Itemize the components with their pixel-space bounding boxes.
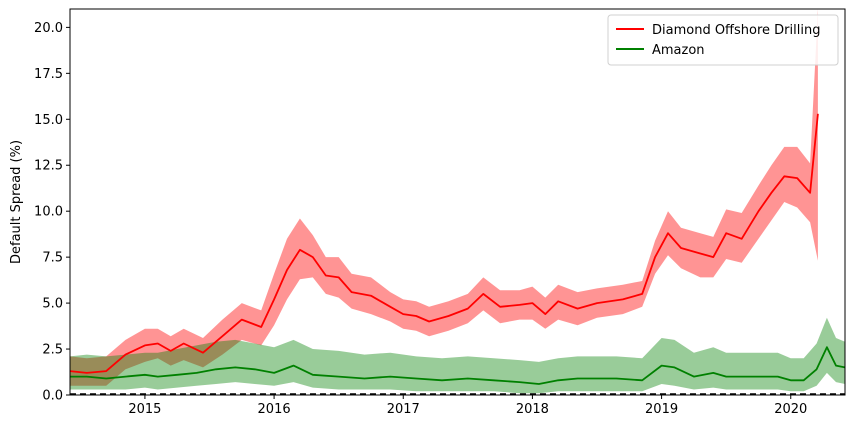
legend-label-diamond-offshore-drilling: Diamond Offshore Drilling bbox=[652, 23, 820, 38]
y-tick-label-8: 20.0 bbox=[34, 21, 63, 36]
y-tick-label-5: 12.5 bbox=[34, 159, 63, 174]
legend-box bbox=[607, 14, 839, 66]
x-tick-label-2019: 2019 bbox=[645, 402, 678, 417]
legend-label-amazon: Amazon bbox=[652, 43, 705, 58]
y-tick-label-7: 17.5 bbox=[34, 67, 63, 82]
y-tick-label-2: 5.0 bbox=[42, 297, 63, 312]
x-tick-label-2017: 2017 bbox=[387, 402, 420, 417]
x-tick-label-2015: 2015 bbox=[128, 402, 161, 417]
y-tick-label-1: 2.5 bbox=[42, 343, 63, 358]
y-tick-label-3: 7.5 bbox=[42, 251, 63, 266]
x-axis: 2015 2016 2017 2018 2019 2020 bbox=[128, 395, 807, 417]
legend: Diamond Offshore Drilling Amazon bbox=[607, 14, 839, 66]
y-tick-label-0: 0.0 bbox=[42, 389, 63, 404]
y-axis: 0.0 2.5 5.0 7.5 10.0 12.5 15.0 17.5 20.0 bbox=[34, 21, 70, 404]
x-tick-label-2016: 2016 bbox=[258, 402, 291, 417]
diamond-offshore-drilling-line bbox=[70, 113, 819, 374]
plot-area bbox=[69, 8, 846, 396]
diamond-offshore-drilling-band bbox=[70, 9, 818, 386]
plot-frame bbox=[69, 8, 846, 396]
y-tick-label-6: 15.0 bbox=[34, 113, 63, 128]
series-lines bbox=[70, 113, 845, 385]
amazon-line bbox=[70, 346, 845, 385]
amazon-band bbox=[70, 317, 845, 394]
confidence-bands bbox=[70, 9, 845, 394]
x-tick-label-2020: 2020 bbox=[774, 402, 807, 417]
y-axis-label: Default Spread (%) bbox=[9, 140, 24, 264]
y-tick-label-4: 10.0 bbox=[34, 205, 63, 220]
x-tick-label-2018: 2018 bbox=[516, 402, 549, 417]
